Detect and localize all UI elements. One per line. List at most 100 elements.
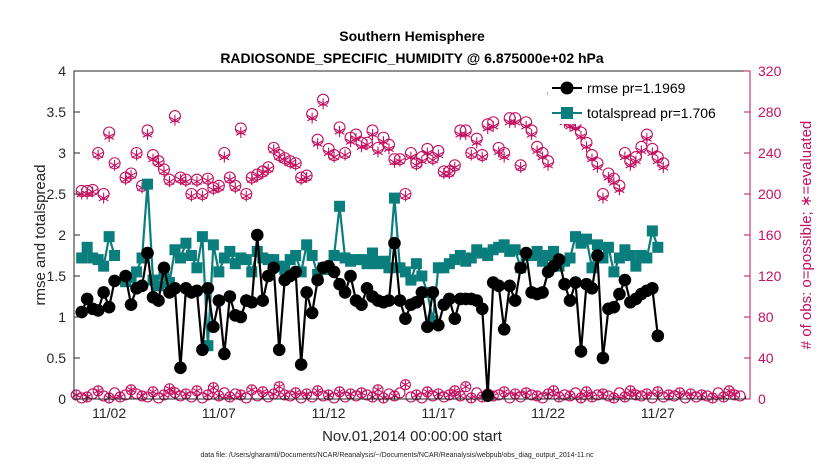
- low-obs-possible-point: [531, 390, 543, 402]
- spread-point: [196, 231, 208, 243]
- obs-evaluated-point: [427, 154, 438, 166]
- rmse-point: [393, 294, 407, 307]
- y2-tick-label: 280: [758, 104, 782, 120]
- spread-point: [531, 245, 543, 257]
- asterisk-stroke: [405, 153, 416, 161]
- x-axis-label: Nov.01,2014 00:00:00 start: [322, 428, 503, 445]
- asterisk-stroke: [93, 151, 104, 159]
- rmse-point: [448, 312, 462, 325]
- asterisk-stroke: [537, 153, 548, 161]
- rmse-point: [574, 345, 588, 358]
- spread-point: [613, 252, 625, 264]
- obs-evaluated-point: [131, 149, 142, 161]
- spread-point: [103, 231, 115, 243]
- rmse-point: [289, 265, 302, 279]
- low-obs-possible-point: [125, 384, 137, 396]
- asterisk-stroke: [724, 388, 734, 394]
- y-tick-label: 1: [58, 309, 66, 325]
- y-tick-label: 2.5: [47, 186, 67, 202]
- spread-point: [246, 266, 258, 278]
- asterisk-stroke: [329, 153, 340, 161]
- obs-evaluated-point: [664, 390, 673, 400]
- obs-evaluated-point: [312, 138, 323, 150]
- asterisk-stroke: [357, 390, 366, 396]
- obs-evaluated-point: [658, 161, 669, 173]
- rmse-point: [152, 294, 165, 307]
- rmse-point: [613, 287, 626, 301]
- asterisk-stroke: [356, 143, 367, 151]
- y-tick-label: 0: [58, 391, 66, 407]
- spread-point: [405, 274, 417, 286]
- asterisk-stroke: [290, 162, 301, 169]
- y2-tick-label: 240: [758, 145, 782, 161]
- low-obs-possible-point: [323, 389, 335, 401]
- obs-evaluated-point: [515, 161, 526, 173]
- y2-tick-label: 120: [758, 268, 782, 284]
- low-obs-possible-point: [81, 391, 93, 403]
- obs-evaluated-point: [104, 131, 115, 143]
- rmse-point: [168, 282, 182, 295]
- asterisk-stroke: [697, 392, 706, 398]
- asterisk-stroke: [137, 393, 147, 399]
- obs-evaluated-point: [235, 127, 246, 138]
- obs-evaluated-point: [126, 385, 136, 395]
- obs-evaluated-point: [626, 386, 635, 396]
- asterisk-stroke: [401, 381, 410, 388]
- asterisk-stroke: [192, 388, 202, 394]
- asterisk-stroke: [268, 146, 279, 154]
- asterisk-stroke: [412, 392, 421, 398]
- asterisk-stroke: [236, 392, 245, 398]
- spread-point: [399, 266, 411, 278]
- y2-axis-label: # of obs: o=possible; ∗=evaluated: [798, 121, 815, 350]
- asterisk-stroke: [203, 392, 213, 398]
- spread-point: [306, 250, 318, 261]
- spread-point: [608, 266, 620, 278]
- asterisk-stroke: [449, 164, 460, 171]
- asterisk-stroke: [586, 155, 598, 163]
- spread-point: [570, 231, 582, 243]
- asterisk-stroke: [730, 392, 739, 398]
- obs-evaluated-point: [499, 151, 510, 163]
- asterisk-stroke: [598, 391, 608, 397]
- rmse-point: [355, 298, 368, 312]
- asterisk-stroke: [510, 391, 520, 397]
- obs-evaluated-point: [416, 155, 427, 167]
- asterisk-stroke: [460, 131, 471, 138]
- obs-evaluated-point: [98, 192, 109, 204]
- low-obs-possible-point: [279, 389, 291, 401]
- spread-point: [383, 262, 395, 274]
- asterisk-stroke: [471, 139, 482, 146]
- obs-evaluated-point: [471, 137, 482, 149]
- spread-point: [218, 252, 230, 264]
- rmse-point: [75, 305, 88, 319]
- asterisk-stroke: [142, 131, 153, 138]
- asterisk-stroke: [631, 392, 641, 398]
- obs-evaluated-point: [411, 159, 422, 171]
- spread-point: [301, 239, 313, 251]
- y2-tick-label: 320: [758, 63, 782, 79]
- asterisk-stroke: [235, 129, 246, 136]
- asterisk-stroke: [373, 387, 383, 393]
- asterisk-stroke: [275, 383, 284, 390]
- low-obs-possible-point: [421, 386, 433, 398]
- low-obs-possible-point: [718, 391, 730, 403]
- asterisk-stroke: [126, 172, 137, 179]
- spread-point: [591, 239, 603, 251]
- spread-point: [202, 340, 214, 352]
- rmse-point: [196, 343, 209, 357]
- legend-spread-marker: [561, 107, 573, 119]
- asterisk-stroke: [170, 390, 180, 396]
- obs-evaluated-point: [180, 176, 191, 188]
- asterisk-stroke: [126, 387, 136, 393]
- spread-point: [410, 258, 422, 270]
- asterisk-stroke: [131, 151, 142, 159]
- y-axis-label: rmse and totalspread: [32, 165, 49, 306]
- rmse-point: [338, 286, 352, 299]
- obs-evaluated-point: [477, 151, 488, 163]
- rmse-point: [388, 236, 401, 250]
- spread-point: [251, 245, 263, 257]
- low-obs-possible-point: [273, 381, 285, 393]
- low-obs-possible-point: [729, 389, 741, 401]
- rmse-point: [311, 273, 324, 287]
- y2-tick-label: 0: [758, 391, 766, 407]
